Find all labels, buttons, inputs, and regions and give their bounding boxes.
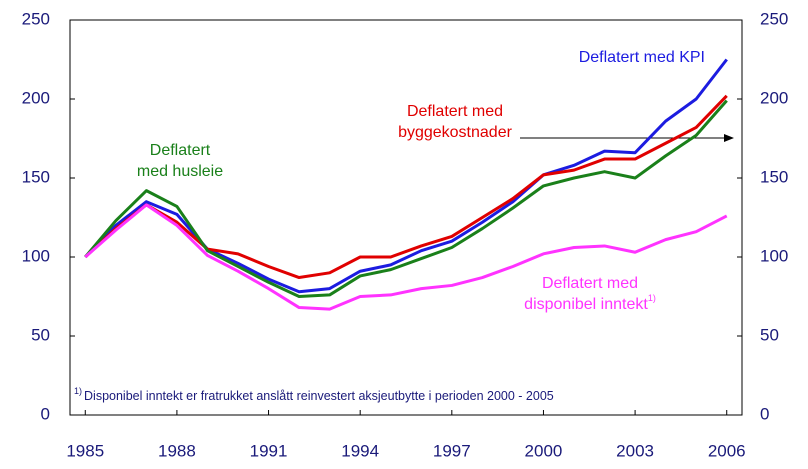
series-label-text: byggekostnader [398, 124, 513, 141]
y-tick-label: 50 [31, 325, 50, 344]
footnote-marker: 1) [74, 386, 82, 396]
series-line [84, 99, 728, 298]
series-label-text: Deflatert med KPI [579, 49, 705, 66]
x-tick-label: 1988 [158, 441, 196, 460]
series-line [84, 203, 728, 311]
x-tick-label: 1994 [341, 441, 379, 460]
y2-tick-label: 50 [760, 325, 779, 344]
series-label: disponibel inntekt1) [524, 293, 656, 313]
y2-tick-label: 100 [760, 246, 788, 265]
series-label: med husleie [137, 163, 223, 180]
y2-tick-label: 0 [760, 404, 769, 423]
series-label: Deflatert med [407, 103, 503, 120]
series-label: Deflatert med [542, 275, 638, 292]
x-tick-label: 2006 [708, 441, 746, 460]
y-tick-label: 100 [22, 246, 50, 265]
y-tick-label: 150 [22, 167, 50, 186]
series-label: Deflatert [150, 142, 211, 159]
y2-tick-label: 250 [760, 9, 788, 28]
series-label-text: Deflatert [150, 142, 211, 159]
series-line [84, 58, 728, 294]
y-tick-label: 200 [22, 88, 50, 107]
footnote: 1) Disponibel inntekt er fratrukket anslå… [74, 386, 554, 403]
plot-frame [69, 19, 743, 416]
y2-tick-label: 150 [760, 167, 788, 186]
series-label: Deflatert med KPI [579, 49, 705, 66]
y2-tick-label: 200 [760, 88, 788, 107]
y-tick-label: 0 [41, 404, 50, 423]
series-label-text: Deflatert med [407, 103, 503, 120]
x-tick-label: 1991 [250, 441, 288, 460]
series-label-text: Deflatert med [542, 275, 638, 292]
series-label: byggekostnader [398, 124, 513, 141]
x-tick-label: 2000 [525, 441, 563, 460]
x-tick-label: 1985 [66, 441, 104, 460]
y-tick-label: 250 [22, 9, 50, 28]
x-tick-label: 1997 [433, 441, 471, 460]
x-tick-label: 2003 [616, 441, 654, 460]
series-label-text: disponibel inntekt [524, 296, 648, 313]
series-line [84, 94, 728, 280]
series-label-text: med husleie [137, 163, 223, 180]
footnote-ref: 1) [648, 293, 656, 303]
footnote-text: Disponibel inntekt er fratrukket anslått… [84, 389, 554, 403]
